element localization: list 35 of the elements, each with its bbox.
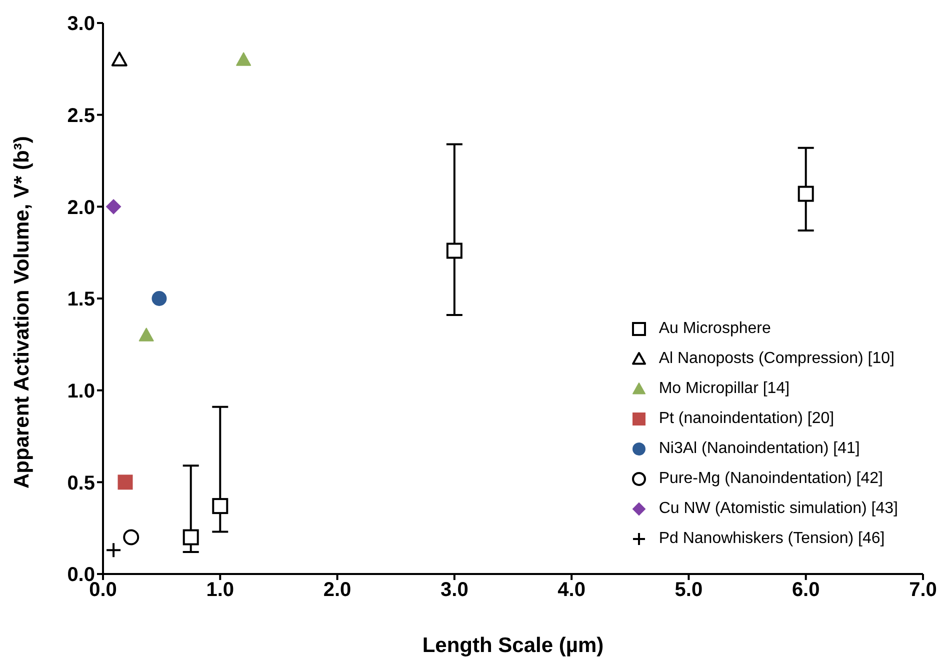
x-axis-title: Length Scale (µm) <box>422 634 604 657</box>
x-tick-label: 7.0 <box>909 579 937 602</box>
legend-label: Pt (nanoindentation) [20] <box>658 410 834 428</box>
y-axis-title: Apparent Activation Volume, V* (b³) <box>10 136 34 488</box>
y-tick-label: 0.5 <box>67 472 95 494</box>
x-tick-label: 2.0 <box>323 579 352 602</box>
legend-label: Ni3Al (Nanoindentation) [41] <box>658 440 860 458</box>
point <box>111 52 128 66</box>
point <box>106 199 122 214</box>
point <box>152 291 167 306</box>
y-tick-label: 1.5 <box>67 288 95 311</box>
x-tick-label: 5.0 <box>674 579 703 602</box>
y-tick-label: 2.5 <box>67 104 95 127</box>
point <box>212 498 228 514</box>
y-tick-label: 3.0 <box>67 13 95 36</box>
x-tick-label: 4.0 <box>558 579 586 602</box>
legend-label: Au Microsphere <box>658 320 771 338</box>
point <box>123 529 140 546</box>
legend-label: Cu NW (Atomistic simulation) [43] <box>658 500 898 518</box>
point <box>138 328 154 342</box>
point <box>182 529 199 546</box>
x-tick-label: 6.0 <box>792 579 820 602</box>
legend-label: Mo Micropillar [14] <box>658 380 790 398</box>
y-tick-label: 2.0 <box>67 196 95 219</box>
point <box>798 186 814 202</box>
point <box>106 542 122 558</box>
x-tick-label: 3.0 <box>440 579 468 602</box>
legend-label: Al Nanoposts (Compression) [10] <box>658 350 894 368</box>
legend-label: Pure-Mg (Nanoindentation) [42] <box>658 470 883 488</box>
x-tick-label: 1.0 <box>206 579 234 602</box>
legend-label: Pd Nanowhiskers (Tension) [46] <box>658 530 885 548</box>
point <box>446 242 462 259</box>
y-tick-label: 1.0 <box>67 380 95 402</box>
point <box>118 474 133 490</box>
point <box>236 52 252 66</box>
